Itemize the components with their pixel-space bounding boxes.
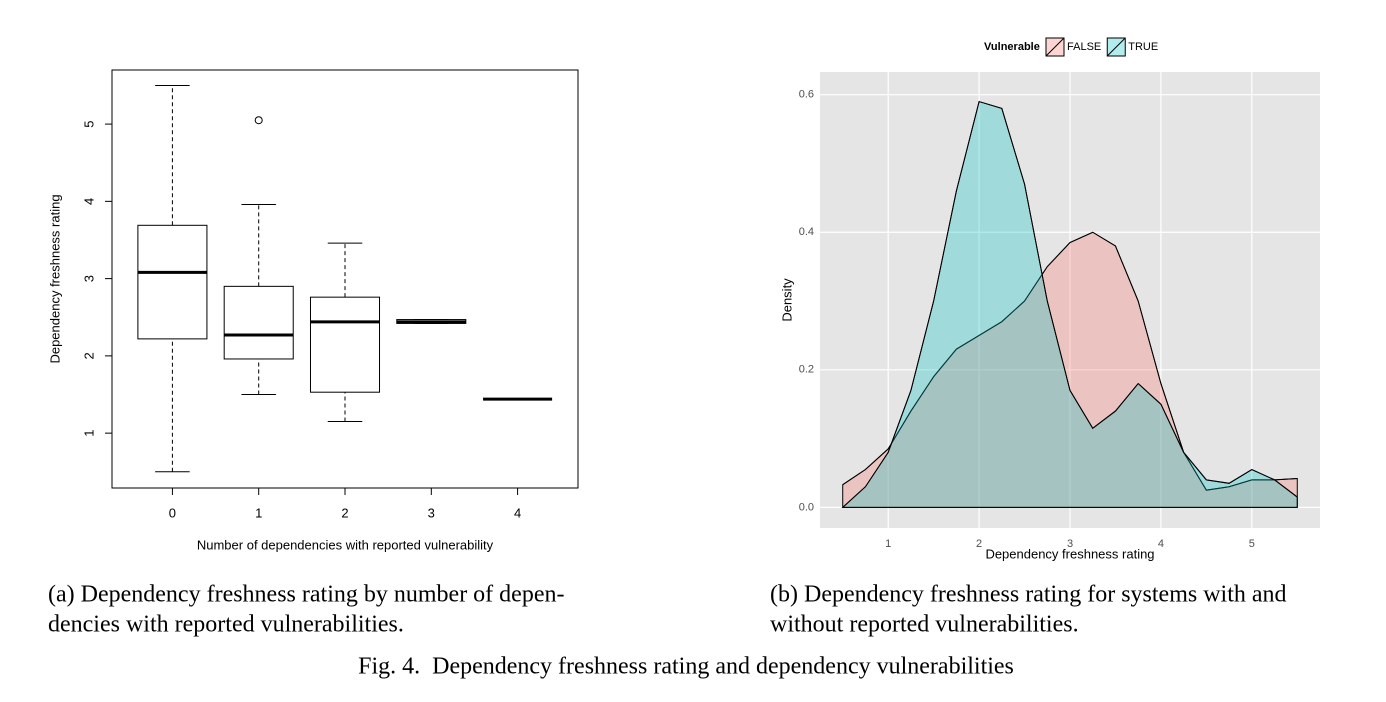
x-tick-label: 4 [1158, 538, 1164, 550]
y-tick-label: 0.2 [799, 364, 814, 376]
caption-a: (a) Dependency freshness rating by numbe… [48, 582, 564, 608]
y-axis-title: Density [779, 278, 794, 322]
box [309, 296, 381, 393]
y-tick-label: 5 [81, 120, 96, 127]
x-tick-label: 4 [514, 505, 521, 520]
density-line [842, 100, 1298, 508]
y-tick-label: 1 [81, 430, 96, 437]
x-tick-label: 3 [1067, 538, 1073, 550]
x-tick-label: 2 [976, 538, 982, 550]
x-tick-label: 3 [428, 505, 435, 520]
x-tick-label: 1 [255, 505, 262, 520]
box [223, 285, 294, 360]
outlier [254, 116, 263, 125]
y-tick-label: 3 [81, 275, 96, 282]
caption-b: without reported vulnerabilities. [770, 612, 1079, 638]
y-tick-label: 0.0 [799, 501, 814, 513]
legend-key-line [1045, 37, 1065, 57]
x-tick-label: 5 [1249, 538, 1255, 550]
y-tick-label: 0.4 [799, 226, 814, 238]
legend-label: TRUE [1128, 41, 1158, 53]
x-tick-label: 2 [341, 505, 348, 520]
density-line [842, 231, 1298, 491]
x-axis-title: Number of dependencies with reported vul… [197, 537, 494, 552]
legend-title: Vulnerable [984, 41, 1040, 53]
y-tick-label: 0.6 [799, 89, 814, 101]
legend-label: FALSE [1067, 41, 1101, 53]
y-tick-label: 4 [81, 198, 96, 205]
box [137, 224, 208, 340]
caption-b: (b) Dependency freshness rating for syst… [770, 582, 1287, 608]
x-axis-title: Dependency freshness rating [985, 546, 1154, 561]
y-tick-label: 2 [81, 352, 96, 359]
legend-key-line [1106, 37, 1126, 57]
y-axis-title: Dependency freshness rating [47, 194, 62, 363]
x-tick-label: 1 [885, 538, 891, 550]
figure-caption: Fig. 4. Dependency freshness rating and … [358, 654, 1014, 680]
caption-a: dencies with reported vulnerabilities. [48, 612, 404, 638]
x-tick-label: 0 [169, 505, 176, 520]
